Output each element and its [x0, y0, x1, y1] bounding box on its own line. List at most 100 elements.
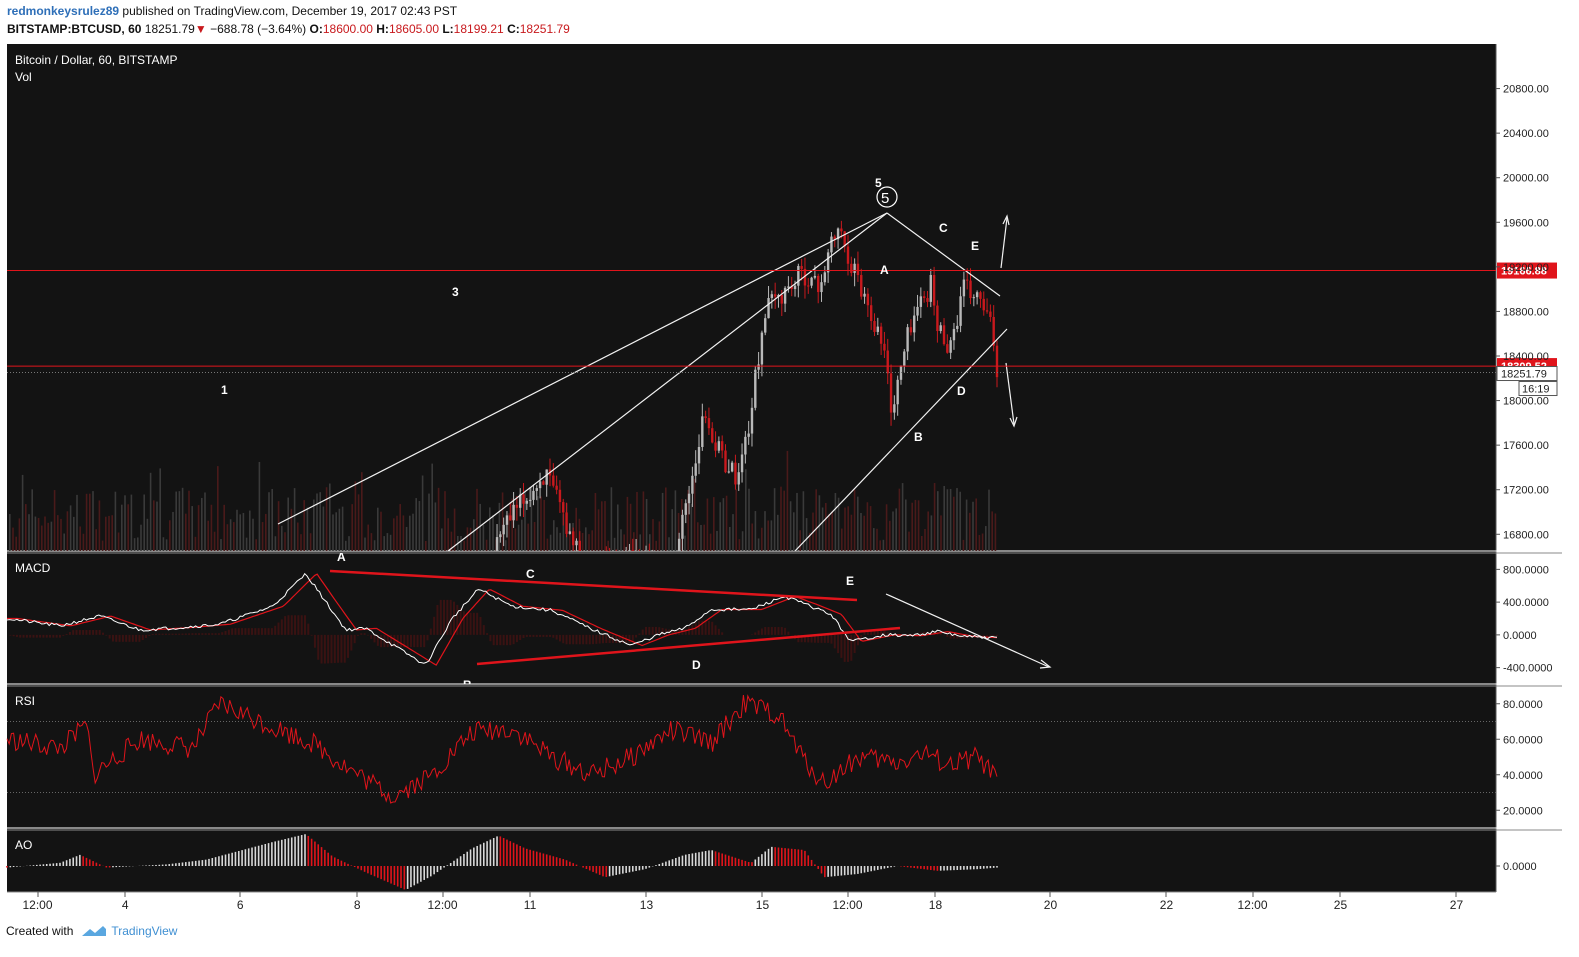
- candle-body: [701, 416, 704, 447]
- volume-bar: [9, 514, 11, 551]
- volume-bar: [229, 519, 232, 551]
- right-margin-bg: [1562, 44, 1579, 913]
- wave-label: 1: [221, 383, 228, 397]
- volume-bar: [76, 494, 78, 551]
- volume-bar: [546, 538, 549, 551]
- candle-body: [800, 266, 803, 269]
- volume-bar: [549, 534, 552, 551]
- volume-bar: [876, 528, 878, 551]
- tradingview-link[interactable]: TradingView: [111, 924, 178, 938]
- volume-bar: [373, 540, 376, 551]
- high-value: 18605.00: [388, 22, 439, 36]
- volume-bar: [610, 487, 613, 551]
- volume-bar: [620, 529, 622, 551]
- volume-bar: [450, 531, 453, 551]
- candle-body: [906, 327, 909, 352]
- volume-bar: [613, 537, 616, 551]
- volume-bar: [498, 502, 501, 551]
- volume-bar: [972, 501, 974, 551]
- volume-bar: [633, 532, 635, 551]
- time-tick-label: 12:00: [23, 898, 53, 912]
- volume-bar: [959, 491, 961, 551]
- volume-bar: [569, 532, 571, 551]
- macd-pane: A B C D E: [7, 553, 1052, 684]
- author-link[interactable]: redmonkeysrulez89: [7, 4, 120, 18]
- volume-bar: [981, 533, 984, 551]
- volume-bar: [194, 536, 197, 551]
- volume-bar: [575, 507, 577, 551]
- publish-line: redmonkeysrulez89 published on TradingVi…: [7, 4, 457, 18]
- candle-body: [499, 534, 502, 538]
- volume-bar: [540, 496, 542, 551]
- volume-bar: [73, 516, 75, 551]
- triangle-upper-line: [886, 212, 1001, 297]
- volume-bar: [335, 512, 337, 551]
- candle-body: [737, 472, 740, 485]
- volume-bar: [799, 530, 801, 551]
- time-tick-label: 25: [1334, 898, 1348, 912]
- time-tick-label: 22: [1160, 898, 1174, 912]
- volume-bar: [828, 513, 830, 551]
- macd-wave-label: D: [692, 658, 701, 672]
- candle-body: [757, 364, 760, 370]
- volume-bar: [706, 498, 709, 551]
- volume-bar: [642, 491, 645, 551]
- volume-bar: [44, 516, 46, 551]
- candle-body: [817, 275, 820, 293]
- circled-wave-label: 5: [881, 190, 889, 207]
- volume-bar: [396, 515, 398, 551]
- volume-bar: [297, 522, 299, 551]
- price-tick-label: 19600.00: [1503, 217, 1549, 229]
- volume-bar: [28, 514, 30, 551]
- volume-bar: [809, 532, 811, 551]
- volume-bar: [463, 540, 465, 551]
- volume-bar: [834, 493, 837, 551]
- candle-body: [979, 292, 982, 299]
- price-tick-label: 20400.00: [1503, 128, 1549, 140]
- volume-bar: [181, 487, 184, 551]
- volume-bar: [47, 522, 49, 551]
- volume-bar: [351, 504, 353, 551]
- candle-body: [687, 493, 691, 504]
- candle-body: [972, 297, 976, 299]
- volume-bar: [649, 534, 651, 551]
- volume-bar: [978, 535, 981, 551]
- candle-body: [790, 286, 793, 290]
- price-level-tag-text: 19166.88: [1501, 266, 1547, 278]
- price-tick-label: 17600.00: [1503, 440, 1549, 452]
- candle-body: [558, 489, 562, 503]
- volume-bar: [588, 534, 590, 551]
- volume-bar: [25, 504, 27, 551]
- volume-bar: [882, 539, 885, 551]
- volume-bar: [604, 501, 606, 551]
- volume-bar: [367, 524, 369, 551]
- volume-bar: [85, 493, 88, 551]
- volume-bar: [197, 505, 200, 551]
- rsi-tick-label: 20.0000: [1503, 805, 1543, 817]
- volume-bar: [156, 501, 158, 551]
- volume-bar: [453, 508, 456, 551]
- volume-bar: [188, 490, 190, 551]
- ao-tick-label: 0.0000: [1503, 861, 1537, 873]
- volume-bar: [31, 489, 33, 551]
- candle-body: [770, 294, 774, 299]
- volume-bar: [930, 515, 933, 551]
- candle-body: [707, 418, 711, 429]
- candle-body: [720, 441, 724, 451]
- candle-body: [793, 285, 797, 290]
- rsi-tick-label: 80.0000: [1503, 699, 1543, 711]
- volume-bar: [37, 517, 40, 551]
- candle-body: [926, 298, 929, 302]
- volume-bar: [60, 518, 62, 551]
- volume-bar: [527, 523, 529, 551]
- volume-bar: [501, 492, 504, 551]
- volume-bar: [751, 523, 753, 551]
- volume-bar: [607, 540, 609, 551]
- volume-bar: [757, 538, 760, 551]
- volume-bar: [271, 488, 273, 551]
- last-price-tag-bg: [1496, 366, 1558, 382]
- volume-bar: [361, 472, 363, 551]
- volume-bar: [178, 491, 181, 551]
- candle-body: [929, 274, 932, 302]
